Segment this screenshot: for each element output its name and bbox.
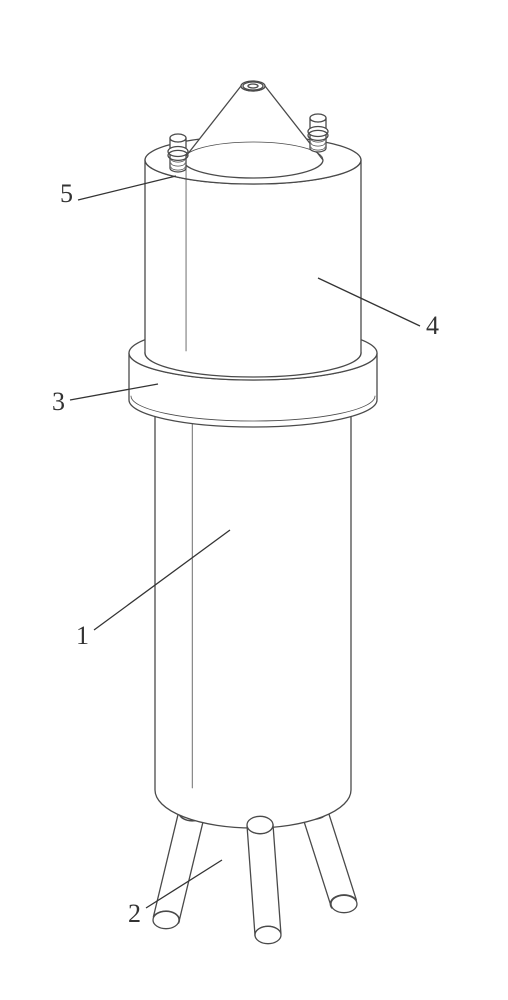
callout-label-1: 1 [76, 621, 89, 651]
callout-label-4: 4 [426, 311, 439, 341]
callout-label-3: 3 [52, 387, 65, 417]
callout-label-5: 5 [60, 179, 73, 209]
callout-label-2: 2 [128, 899, 141, 929]
technical-diagram [0, 0, 508, 1000]
